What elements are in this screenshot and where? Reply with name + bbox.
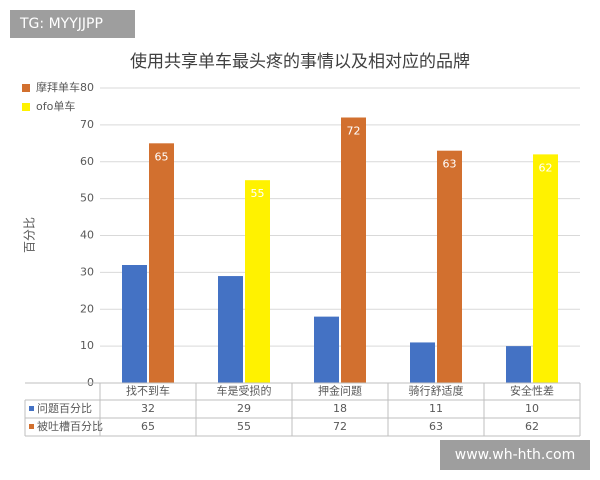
- x-tick-label: 车是受损的: [217, 384, 272, 398]
- table-series-name: 被吐槽百分比: [37, 420, 103, 433]
- y-tick-label: 30: [80, 265, 94, 278]
- x-tick-label: 骑行舒适度: [409, 384, 464, 398]
- legend-label: 摩拜单车: [36, 80, 80, 94]
- table-value: 32: [141, 402, 155, 415]
- bar: [149, 143, 174, 383]
- y-axis-label: 百分比: [23, 217, 37, 253]
- table-swatch: [29, 424, 34, 429]
- table-value: 63: [429, 420, 443, 433]
- y-tick-label: 20: [80, 302, 94, 315]
- table-value: 65: [141, 420, 155, 433]
- data-label: 63: [443, 158, 457, 171]
- x-tick-label: 押金问题: [318, 384, 362, 398]
- data-label: 55: [251, 187, 265, 200]
- watermark: www.wh-hth.com: [455, 447, 575, 463]
- bar: [122, 265, 147, 383]
- y-tick-label: 50: [80, 192, 94, 205]
- data-label: 72: [347, 125, 361, 138]
- table-value: 29: [237, 402, 251, 415]
- data-label: 65: [155, 150, 169, 163]
- y-tick-label: 40: [80, 229, 94, 242]
- watermark-box: [10, 10, 135, 38]
- legend-label: ofo单车: [36, 99, 75, 113]
- bar: [506, 346, 531, 383]
- watermark: TG: MYYJJPP: [19, 16, 103, 32]
- table-series-name: 问题百分比: [37, 402, 92, 415]
- legend-swatch: [22, 103, 30, 111]
- watermark-box: [440, 440, 590, 470]
- y-tick-label: 80: [80, 81, 94, 94]
- table-swatch: [29, 406, 34, 411]
- table-value: 55: [237, 420, 251, 433]
- legend-swatch: [22, 84, 30, 92]
- x-tick-label: 安全性差: [510, 384, 554, 398]
- bar: [314, 316, 339, 383]
- y-tick-label: 60: [80, 155, 94, 168]
- table-value: 62: [525, 420, 539, 433]
- y-tick-label: 70: [80, 118, 94, 131]
- chart-title: 使用共享单车最头疼的事情以及相对应的品牌: [130, 51, 470, 72]
- x-tick-label: 找不到车: [126, 384, 170, 398]
- y-tick-label: 10: [80, 339, 94, 352]
- bar: [533, 154, 558, 383]
- bar: [341, 117, 366, 383]
- table-value: 11: [429, 402, 443, 415]
- bar: [410, 342, 435, 383]
- bar: [437, 150, 462, 383]
- data-label: 62: [539, 161, 553, 174]
- table-value: 10: [525, 402, 539, 415]
- bar: [245, 180, 270, 383]
- bar: [218, 276, 243, 383]
- table-value: 18: [333, 402, 347, 415]
- table-value: 72: [333, 420, 347, 433]
